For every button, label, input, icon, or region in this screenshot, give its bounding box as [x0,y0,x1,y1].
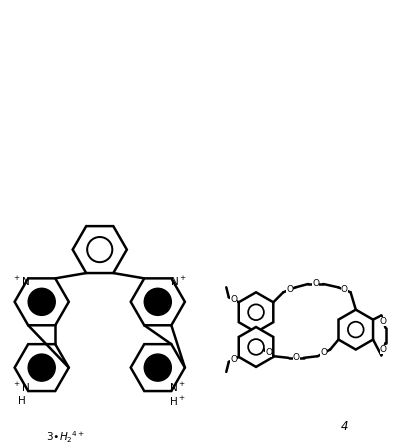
Text: O: O [230,295,237,304]
Text: O: O [380,344,387,354]
Text: $^+$N: $^+$N [12,275,30,288]
Circle shape [28,288,55,316]
Text: O: O [341,285,348,294]
Polygon shape [338,310,373,349]
Text: $3{\bullet}H_2{}^{4+}$: $3{\bullet}H_2{}^{4+}$ [46,429,85,445]
Polygon shape [15,344,69,391]
Circle shape [144,288,171,316]
Polygon shape [131,344,185,391]
Polygon shape [15,279,69,325]
Text: O: O [230,355,237,364]
Circle shape [248,339,264,355]
Text: O: O [320,348,328,357]
Text: O: O [265,348,272,357]
Text: N$^+$: N$^+$ [170,275,186,288]
Polygon shape [239,327,273,367]
Text: N$^+$: N$^+$ [169,380,186,394]
Text: $^+$N: $^+$N [12,380,30,394]
Circle shape [87,237,113,262]
Polygon shape [131,279,185,325]
Text: O: O [292,353,300,362]
Circle shape [144,354,171,381]
Polygon shape [73,226,127,273]
Polygon shape [79,444,120,445]
Text: O: O [380,317,387,326]
Polygon shape [239,292,273,332]
Text: H$^+$: H$^+$ [169,395,186,408]
Text: H: H [18,396,25,406]
Text: O: O [286,285,293,294]
Text: 4: 4 [341,421,349,433]
Circle shape [348,322,363,337]
Circle shape [248,304,264,320]
Text: O: O [312,279,319,288]
Circle shape [28,354,55,381]
